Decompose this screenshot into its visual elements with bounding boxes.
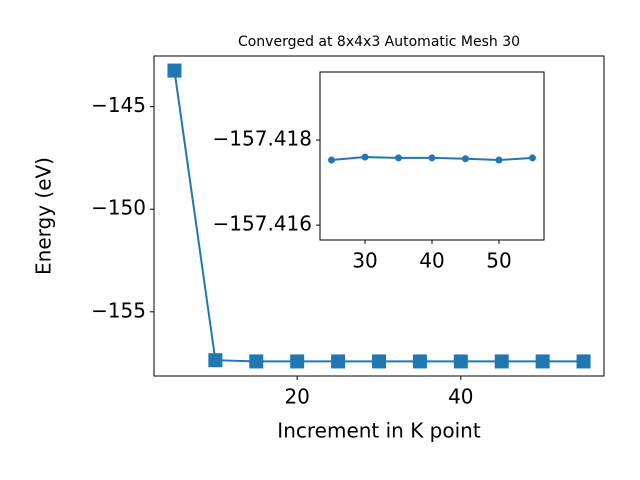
- marker: [290, 354, 305, 369]
- marker: [331, 354, 346, 369]
- marker: [495, 156, 503, 164]
- y-tick-label: −157.416: [213, 212, 312, 236]
- marker: [528, 154, 536, 162]
- marker: [535, 354, 550, 369]
- marker: [395, 154, 403, 162]
- marker: [372, 354, 386, 369]
- y-tick-label: −150: [91, 196, 146, 220]
- marker: [461, 155, 469, 163]
- y-tick-label: −157.418: [213, 127, 312, 151]
- marker: [167, 63, 182, 78]
- marker: [412, 354, 427, 369]
- x-axis-label: Increment in K point: [277, 419, 481, 443]
- y-tick-label: −155: [91, 298, 146, 322]
- x-tick-label: 50: [486, 249, 511, 273]
- x-tick-label: 20: [284, 385, 309, 409]
- marker: [576, 354, 591, 369]
- marker: [249, 354, 264, 369]
- marker: [494, 354, 509, 369]
- x-tick-label: 40: [448, 385, 473, 409]
- marker: [453, 354, 468, 369]
- y-axis-label: Energy (eV): [32, 157, 56, 275]
- x-tick-label: 30: [352, 249, 377, 273]
- marker: [328, 156, 336, 164]
- x-tick-label: 40: [419, 249, 444, 273]
- y-tick-label: −145: [91, 93, 146, 117]
- marker: [361, 153, 369, 161]
- chart-title: Converged at 8x4x3 Automatic Mesh 30: [238, 34, 520, 50]
- marker: [428, 154, 436, 162]
- marker: [208, 353, 223, 368]
